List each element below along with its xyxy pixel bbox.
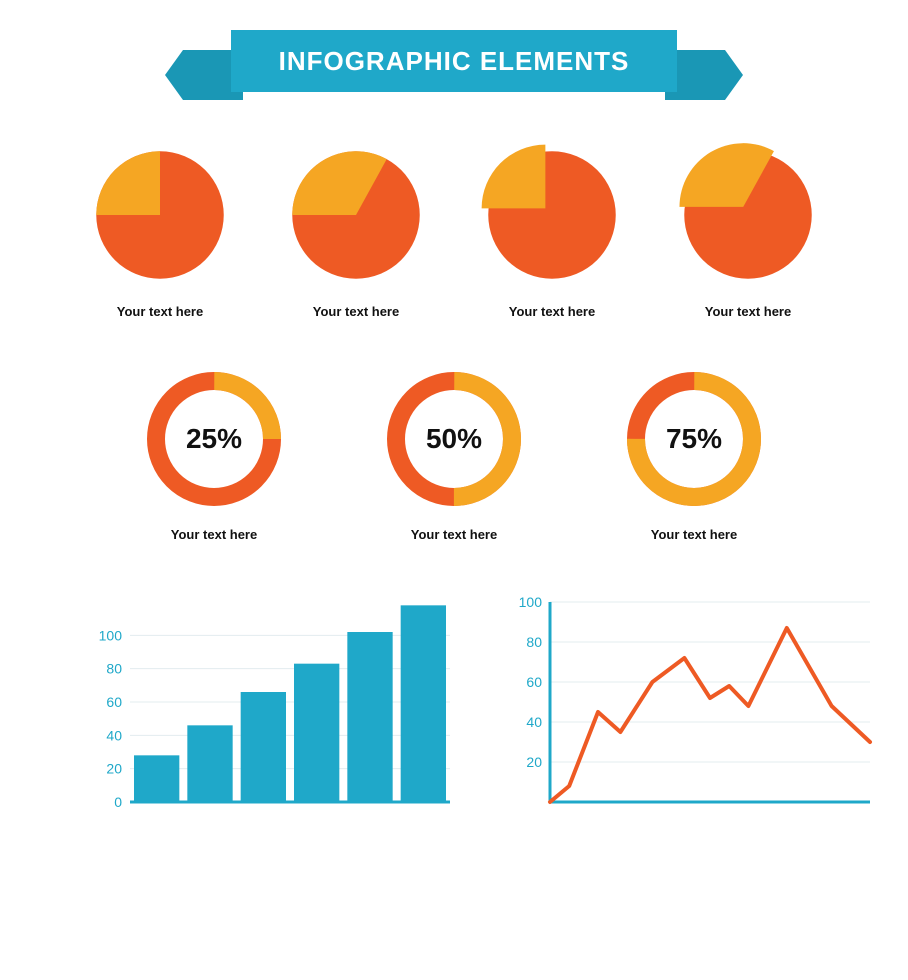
banner-title: INFOGRAPHIC ELEMENTS xyxy=(231,30,678,92)
donut-chart-2: 50% Your text here xyxy=(374,369,534,542)
donut-percent-label: 75% xyxy=(624,369,764,509)
svg-text:40: 40 xyxy=(106,727,122,743)
pie-svg xyxy=(673,140,823,290)
svg-text:60: 60 xyxy=(106,694,122,710)
svg-text:80: 80 xyxy=(526,634,542,650)
bar-chart-svg: 0 20 40 60 80 100 xyxy=(80,592,460,822)
donut-percent-label: 50% xyxy=(384,369,524,509)
line-chart-svg: 20 40 60 80 100 xyxy=(500,592,880,822)
svg-text:60: 60 xyxy=(526,674,542,690)
pie-charts-row: Your text here Your text here Your text … xyxy=(40,140,868,319)
svg-text:20: 20 xyxy=(106,761,122,777)
svg-text:100: 100 xyxy=(99,627,123,643)
pie-chart-2: Your text here xyxy=(276,140,436,319)
donut-caption: Your text here xyxy=(614,527,774,542)
donut-wrap: 50% xyxy=(384,369,524,509)
svg-text:0: 0 xyxy=(114,794,122,810)
pie-chart-1: Your text here xyxy=(80,140,240,319)
line-chart: 20 40 60 80 100 xyxy=(500,592,880,822)
pie-caption: Your text here xyxy=(472,304,632,319)
donut-chart-3: 75% Your text here xyxy=(614,369,774,542)
pie-svg xyxy=(281,140,431,290)
pie-svg xyxy=(85,140,235,290)
svg-text:40: 40 xyxy=(526,714,542,730)
title-banner: INFOGRAPHIC ELEMENTS xyxy=(40,30,868,100)
donut-wrap: 25% xyxy=(144,369,284,509)
charts-row: 0 20 40 60 80 100 20 40 60 80 100 xyxy=(40,592,868,822)
pie-caption: Your text here xyxy=(668,304,828,319)
svg-text:20: 20 xyxy=(526,754,542,770)
pie-caption: Your text here xyxy=(276,304,436,319)
svg-text:100: 100 xyxy=(519,594,543,610)
donut-caption: Your text here xyxy=(374,527,534,542)
pie-chart-4: Your text here xyxy=(668,140,828,319)
ribbon: INFOGRAPHIC ELEMENTS xyxy=(231,30,678,100)
svg-text:80: 80 xyxy=(106,661,122,677)
donut-chart-1: 25% Your text here xyxy=(134,369,294,542)
pie-caption: Your text here xyxy=(80,304,240,319)
donut-caption: Your text here xyxy=(134,527,294,542)
donut-wrap: 75% xyxy=(624,369,764,509)
pie-chart-3: Your text here xyxy=(472,140,632,319)
donut-percent-label: 25% xyxy=(144,369,284,509)
bar-chart: 0 20 40 60 80 100 xyxy=(80,592,460,822)
pie-svg xyxy=(477,140,627,290)
donut-charts-row: 25% Your text here 50% Your text here 75… xyxy=(40,369,868,542)
